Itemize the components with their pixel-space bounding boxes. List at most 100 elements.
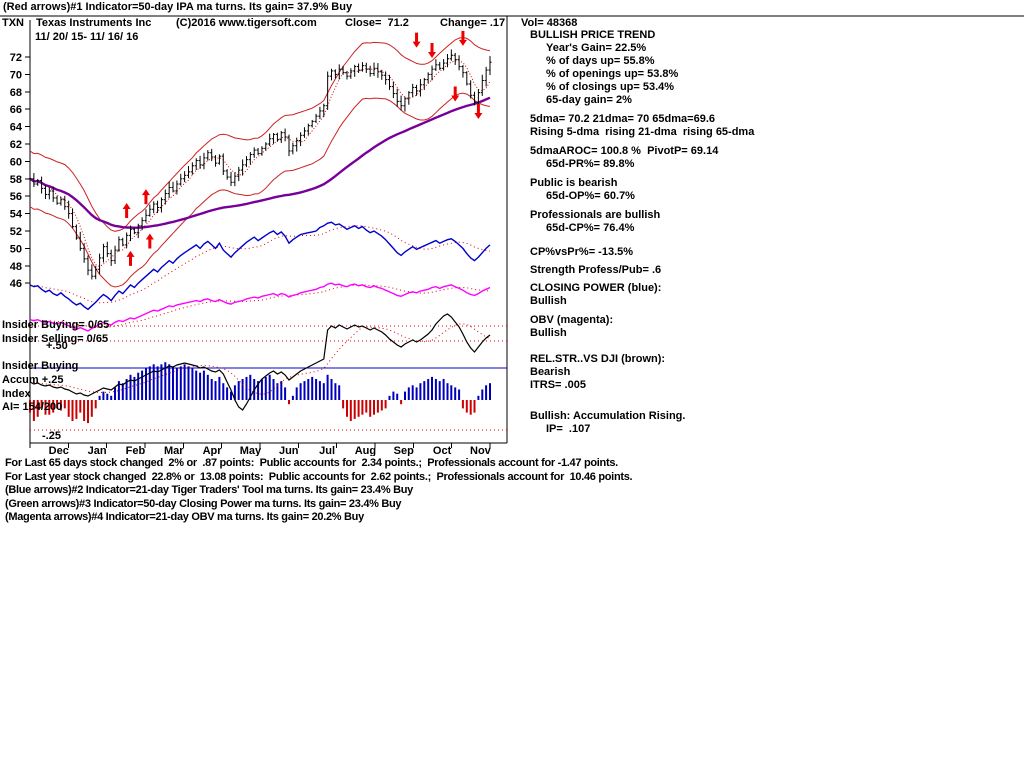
accum-bar — [114, 387, 116, 400]
accum-bar — [199, 372, 202, 400]
analysis-line: BULLISH PRICE TREND — [530, 29, 656, 41]
analysis-line: % of days up= 55.8% — [546, 55, 655, 67]
accum-bar — [404, 391, 406, 400]
accum-bar — [431, 376, 433, 400]
accum-bar — [450, 385, 453, 400]
accum-bar — [214, 381, 217, 400]
accum-bar — [59, 400, 62, 411]
analysis-line: Professionals are bullish — [530, 209, 661, 221]
accum-bar — [40, 400, 43, 409]
accum-bar — [307, 379, 310, 400]
analysis-line: CP%vsPr%= -13.5% — [530, 246, 634, 258]
accum-bar — [164, 362, 167, 400]
accum-bar — [280, 381, 283, 400]
accum-bar — [187, 366, 190, 400]
x-month-label: Feb — [126, 445, 146, 456]
closing-power-line — [29, 221, 491, 311]
accum-bar — [272, 379, 275, 400]
accum-bar — [202, 370, 205, 400]
accum-bar — [338, 385, 341, 400]
accum-bar — [427, 379, 430, 400]
obv-line — [29, 282, 491, 332]
accum-bar — [90, 400, 93, 417]
footer-line: (Green arrows)#3 Indicator=50-day Closin… — [5, 497, 402, 510]
copyright-text: (C)2016 www.tigersoft.com — [176, 17, 317, 29]
accum-bar — [168, 364, 171, 400]
analysis-line: Bearish — [530, 366, 571, 378]
footer-line: (Blue arrows)#2 Indicator=21-day Tiger T… — [5, 484, 413, 496]
accum-bar — [67, 400, 70, 417]
accum-bar — [481, 389, 484, 400]
accum-bar — [415, 387, 418, 400]
accum-bar — [346, 400, 348, 417]
sell-arrow-icon — [412, 32, 421, 48]
accum-bar — [48, 400, 51, 415]
x-month-label: Sep — [394, 445, 414, 456]
x-month-label: Jun — [279, 445, 299, 456]
accum-bar — [461, 400, 464, 409]
accum-bar — [121, 383, 124, 400]
y-tick-label: 72 — [10, 52, 22, 64]
accum-bar — [175, 368, 178, 400]
analysis-line: 65d-OP%= 60.7% — [546, 190, 635, 202]
accum-bar — [284, 387, 287, 400]
y-tick-label: 62 — [10, 139, 22, 151]
analysis-line: ITRS= .005 — [530, 379, 586, 391]
x-month-label: Apr — [203, 445, 223, 456]
accum-bar — [152, 364, 155, 400]
accum-bar — [458, 389, 461, 400]
accum-bar — [384, 400, 387, 409]
analysis-line: OBV (magenta): — [530, 314, 614, 326]
accum-bar — [206, 374, 209, 400]
footer-notes: For Last 65 days stock changed 2% or .87… — [5, 457, 633, 525]
accum-bar — [288, 400, 290, 405]
accum-bar — [87, 400, 89, 424]
buy-arrow-icon — [126, 250, 135, 266]
accum-bar — [137, 372, 140, 400]
accum-bar — [222, 383, 225, 400]
analysis-line: Rising 5-dma rising 21-dma rising 65-dma — [530, 126, 755, 138]
accum-bar — [380, 400, 383, 411]
accum-bar — [318, 381, 321, 400]
x-month-label: Mar — [164, 445, 184, 456]
rel-str-line — [29, 313, 491, 411]
accum-bar — [311, 376, 314, 400]
x-month-label: Nov — [470, 445, 492, 456]
accum-bar — [75, 400, 78, 419]
accum-bar — [237, 381, 240, 400]
accum-bar — [218, 376, 221, 400]
company-name: Texas Instruments Inc — [36, 17, 152, 29]
analysis-line: Year's Gain= 22.5% — [546, 42, 647, 54]
accum-bar — [485, 385, 488, 400]
insider-buying-label: Insider Buying — [2, 360, 79, 372]
accum-bar — [160, 364, 163, 400]
accum-bar — [373, 400, 375, 415]
accum-bar — [299, 383, 302, 400]
accum-bar — [260, 379, 263, 400]
accum-bar — [241, 379, 244, 400]
accum-bar — [357, 400, 360, 417]
accum-bar — [110, 395, 113, 400]
accum-bar — [411, 385, 414, 400]
accum-bar — [172, 366, 174, 400]
sell-arrow-icon — [458, 30, 467, 46]
accum-bar — [125, 379, 128, 400]
accum-bar — [56, 400, 59, 409]
change-value: Change= .17 — [440, 17, 506, 29]
buy-arrow-icon — [145, 233, 154, 249]
analysis-line: 5dma= 70.2 21dma= 70 65dma=69.6 — [530, 113, 715, 125]
accum-bar — [94, 400, 97, 409]
accum-bar — [117, 381, 120, 400]
accum-bar — [145, 368, 147, 400]
x-month-label: May — [240, 445, 262, 456]
analysis-line: IP= .107 — [546, 423, 591, 435]
y-tick-label: 66 — [10, 104, 22, 116]
accum-bar — [419, 383, 422, 400]
accum-bar — [469, 400, 472, 415]
analysis-line: Bullish — [530, 327, 567, 339]
footer-line: For Last 65 days stock changed 2% or .87… — [5, 457, 618, 469]
accum-bar — [106, 393, 109, 400]
accum-bar — [257, 381, 260, 400]
accum-bar — [249, 374, 252, 400]
accum-bar — [423, 381, 426, 400]
